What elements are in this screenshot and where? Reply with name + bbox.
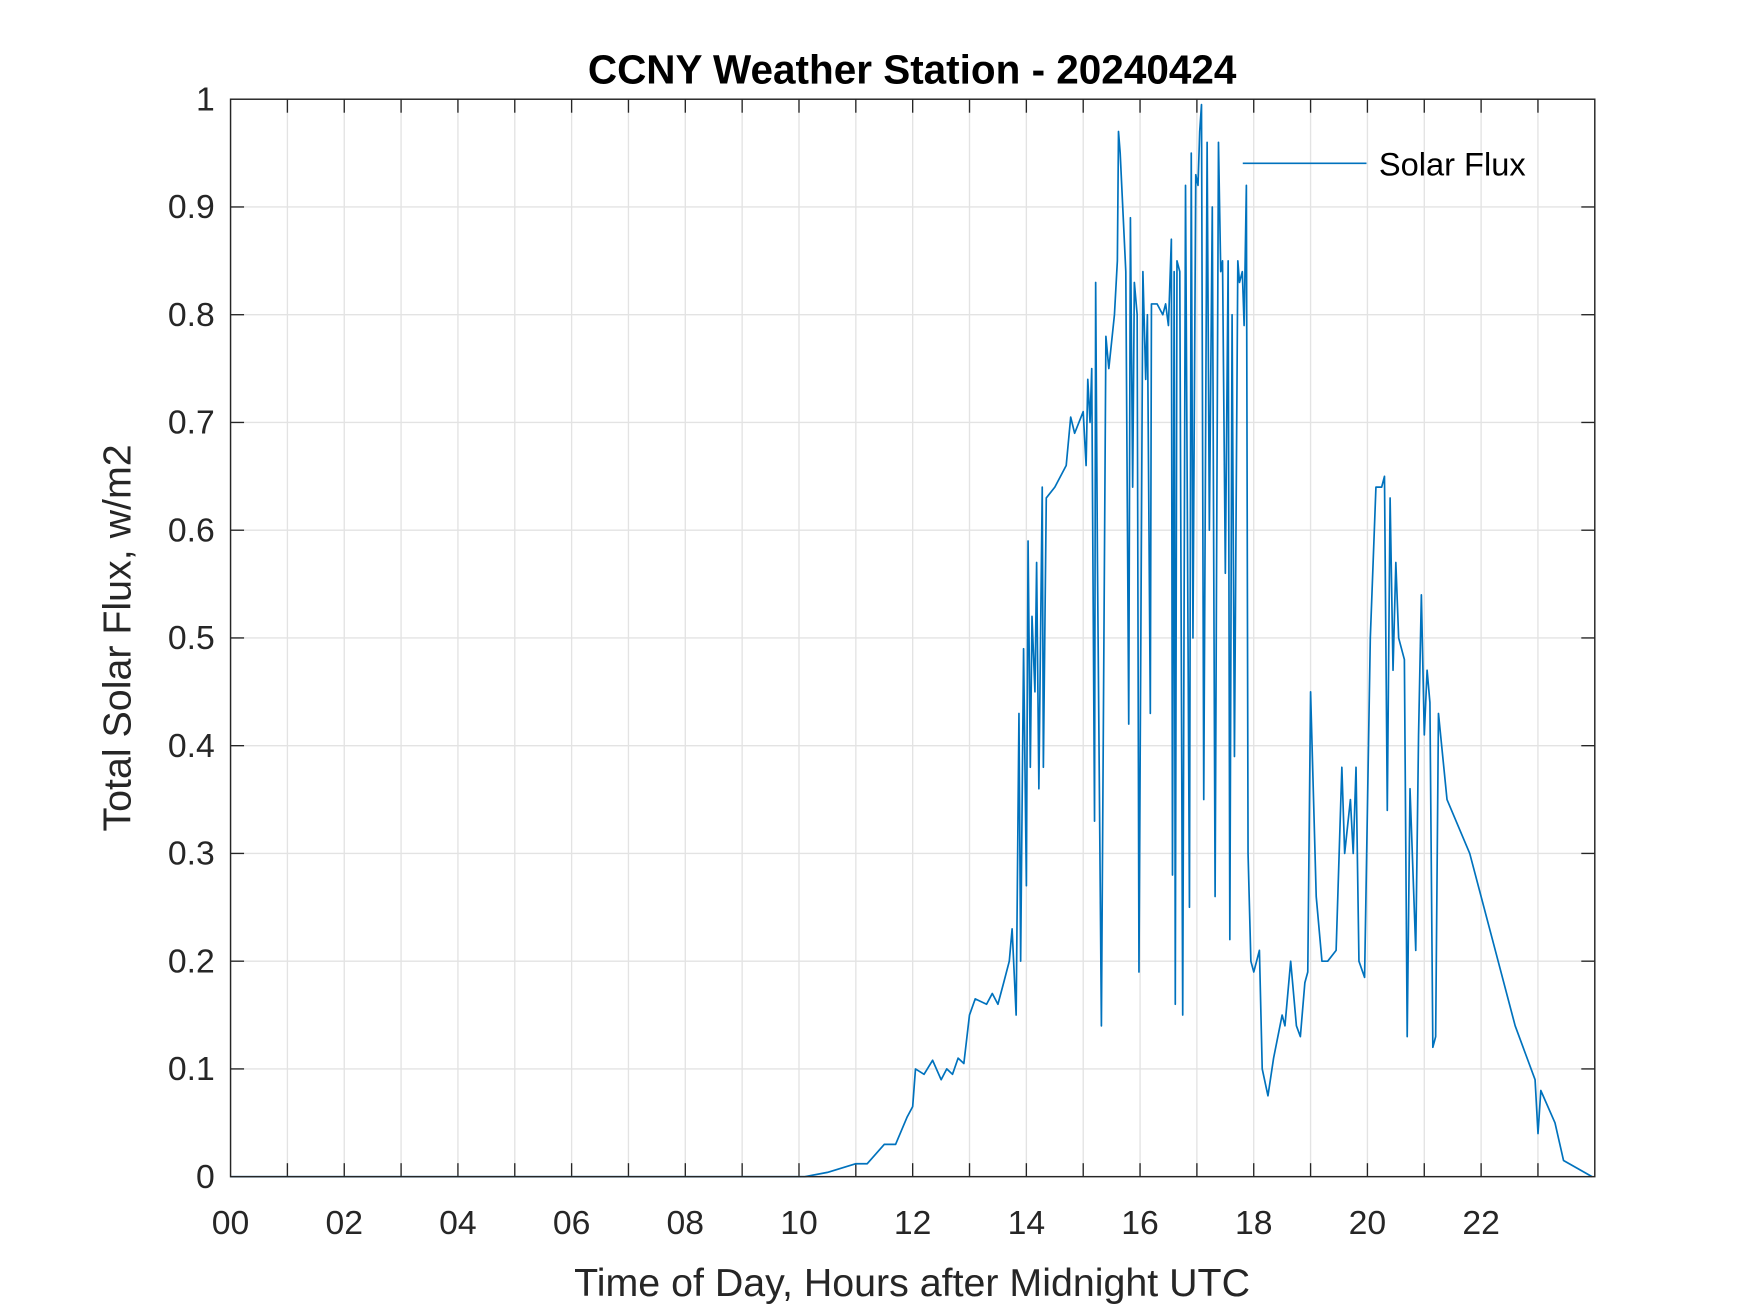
legend-label-solar-flux: Solar Flux: [1379, 146, 1526, 183]
y-tick-label: 0.5: [168, 619, 215, 657]
x-tick-label: 18: [1235, 1204, 1273, 1242]
legend[interactable]: Solar Flux: [1242, 146, 1526, 183]
series-group: [230, 103, 1593, 1178]
x-tick-label: 10: [780, 1204, 818, 1242]
y-tick-label: 1: [196, 80, 215, 118]
x-tick-label: 00: [212, 1204, 250, 1242]
x-tick-label: 08: [667, 1204, 705, 1242]
x-tick-label: 06: [553, 1204, 591, 1242]
y-tick-label: 0: [196, 1158, 215, 1196]
y-tick-label: 0.2: [168, 942, 215, 980]
x-tick-label: 14: [1008, 1204, 1046, 1242]
x-tick-label: 20: [1349, 1204, 1387, 1242]
y-tick-label: 0.7: [168, 404, 215, 442]
x-tick-label: 02: [325, 1204, 363, 1242]
series-line-solar-flux: [230, 103, 1593, 1178]
y-tick-label: 0.1: [168, 1050, 215, 1088]
y-tick-label: 0.4: [168, 727, 215, 765]
x-tick-label: 22: [1462, 1204, 1500, 1242]
axes-box: [229, 98, 1596, 1178]
y-axis-label: Total Solar Flux, w/m2: [95, 444, 139, 831]
y-tick-label: 0.3: [168, 835, 215, 873]
x-tick-label: 12: [894, 1204, 932, 1242]
grid: [230, 99, 1595, 1177]
x-axis-label: Time of Day, Hours after Midnight UTC: [574, 1261, 1250, 1305]
x-tick-label: 04: [439, 1204, 477, 1242]
ticks: 0 0.1 0.2 0.3 0.4 0.5 0.6 0.7 0.8 0.9 1 00 02 04 06 08 1…: [168, 80, 1595, 1242]
y-tick-label: 0.8: [168, 296, 215, 334]
y-tick-label: 0.6: [168, 511, 215, 549]
y-tick-label: 0.9: [168, 188, 215, 226]
x-tick-label: 16: [1121, 1204, 1159, 1242]
chart-title: CCNY Weather Station - 20240424: [588, 46, 1237, 92]
